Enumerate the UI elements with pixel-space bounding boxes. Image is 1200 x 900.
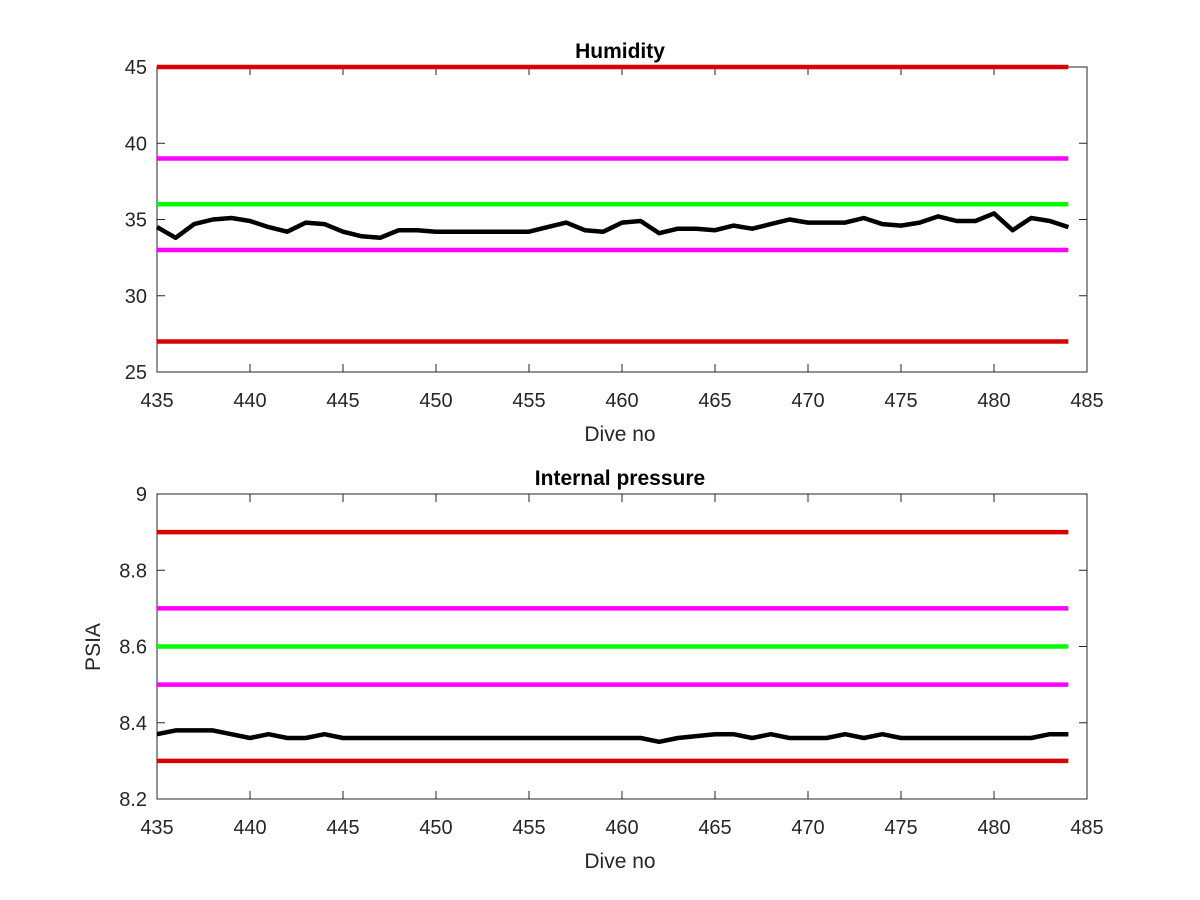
humidity-x-axis-label: Dive no (584, 423, 655, 446)
humidity-y-tick-label: 30 (125, 286, 147, 308)
internal-pressure-x-tick-label: 470 (791, 817, 824, 839)
humidity-x-tick-label: 445 (326, 390, 359, 412)
internal-pressure-x-tick-label: 435 (140, 817, 173, 839)
internal-pressure-x-tick-label: 460 (605, 817, 638, 839)
humidity-x-tick-label: 435 (140, 390, 173, 412)
humidity-x-tick-label: 455 (512, 390, 545, 412)
internal-pressure-data-line (156, 728, 1069, 745)
internal-pressure-x-tick-label: 475 (884, 817, 917, 839)
humidity-y-tick-label: 45 (125, 57, 147, 79)
humidity-x-tick-label: 460 (605, 390, 638, 412)
humidity-chart-title: Humidity (575, 40, 665, 63)
humidity-y-tick-label: 35 (125, 210, 147, 232)
internal-pressure-x-tick-label: 455 (512, 817, 545, 839)
internal-pressure-y-tick-label: 9 (136, 484, 147, 506)
internal-pressure-y-tick-label: 8.4 (119, 713, 147, 735)
internal-pressure-chart-title: Internal pressure (535, 467, 705, 490)
humidity-x-tick-label: 485 (1070, 390, 1103, 412)
internal-pressure-y-axis-label: PSIA (82, 623, 105, 671)
internal-pressure-x-tick-label: 485 (1070, 817, 1103, 839)
internal-pressure-chart: 435 440 445 450 455 460 465 470 475 480 485 8.2 8.4 8… (82, 467, 1104, 873)
internal-pressure-y-tick-label: 8.8 (119, 560, 147, 582)
humidity-y-tick-label: 25 (125, 362, 147, 384)
humidity-plot-area: 435 440 445 450 455 460 465 470 475 480 485 25 30 35 4… (125, 57, 1104, 412)
humidity-x-tick-label: 465 (698, 390, 731, 412)
internal-pressure-x-tick-label: 445 (326, 817, 359, 839)
humidity-x-tick-label: 475 (884, 390, 917, 412)
internal-pressure-y-tick-label: 8.6 (119, 637, 147, 659)
internal-pressure-x-tick-label: 465 (698, 817, 731, 839)
internal-pressure-plot-area: 435 440 445 450 455 460 465 470 475 480 485 8.2 8.4 8… (119, 484, 1104, 839)
internal-pressure-x-tick-label: 440 (233, 817, 266, 839)
humidity-x-tick-label: 450 (419, 390, 452, 412)
humidity-y-tick-label: 40 (125, 133, 147, 155)
humidity-chart: 435 440 445 450 455 460 465 470 475 480 485 25 30 35 4… (125, 40, 1104, 446)
humidity-data-line (155, 211, 1070, 241)
humidity-x-tick-label: 470 (791, 390, 824, 412)
humidity-x-tick-label: 440 (233, 390, 266, 412)
internal-pressure-x-tick-label: 480 (977, 817, 1010, 839)
internal-pressure-x-axis-label: Dive no (584, 850, 655, 873)
internal-pressure-x-tick-label: 450 (419, 817, 452, 839)
humidity-x-tick-label: 480 (977, 390, 1010, 412)
internal-pressure-y-tick-label: 8.2 (119, 789, 147, 811)
